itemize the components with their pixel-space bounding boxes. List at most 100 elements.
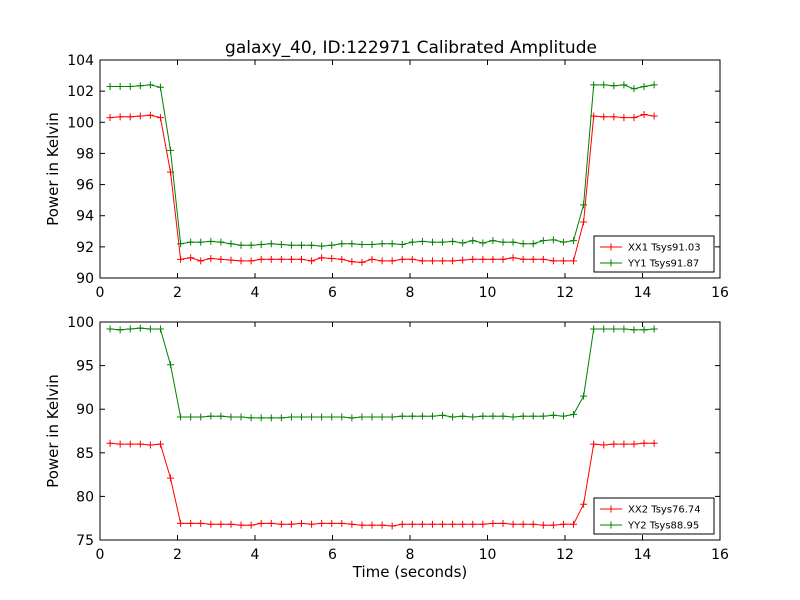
data-point-marker bbox=[479, 412, 487, 420]
x-tick-label: 12 bbox=[556, 285, 574, 301]
data-point-marker bbox=[187, 519, 195, 527]
data-point-marker bbox=[328, 241, 336, 249]
data-point-marker bbox=[499, 238, 507, 246]
legend: XX1 Tsys91.03 YY1 Tsys91.87 bbox=[593, 235, 715, 273]
data-point-marker bbox=[338, 240, 346, 248]
data-point-marker bbox=[580, 201, 588, 209]
data-point-marker bbox=[308, 257, 316, 265]
series-2 bbox=[106, 324, 658, 422]
data-point-marker bbox=[630, 326, 638, 334]
y-tick-label: 102 bbox=[67, 84, 94, 100]
y-tick-label: 96 bbox=[76, 178, 94, 194]
data-point-marker bbox=[580, 500, 588, 508]
data-point-marker bbox=[298, 255, 305, 263]
data-point-marker bbox=[439, 411, 447, 419]
data-point-marker bbox=[338, 519, 346, 527]
data-point-marker bbox=[358, 241, 366, 249]
data-point-marker bbox=[116, 113, 124, 121]
data-point-marker bbox=[418, 520, 426, 528]
data-point-marker bbox=[388, 240, 396, 248]
data-point-marker bbox=[298, 413, 305, 421]
x-tick-label: 8 bbox=[406, 547, 415, 563]
data-point-marker bbox=[459, 520, 467, 528]
data-point-marker bbox=[620, 114, 628, 122]
data-point-marker bbox=[519, 240, 527, 248]
data-point-marker bbox=[378, 257, 386, 265]
data-point-marker bbox=[570, 520, 578, 528]
data-point-marker bbox=[318, 254, 326, 262]
data-point-marker bbox=[469, 413, 477, 421]
data-point-marker bbox=[499, 255, 507, 263]
data-point-marker bbox=[277, 241, 285, 249]
data-point-marker bbox=[378, 413, 386, 421]
x-tick-label: 2 bbox=[173, 547, 182, 563]
data-point-marker bbox=[348, 258, 356, 266]
data-point-marker bbox=[298, 241, 305, 249]
y-tick-label: 90 bbox=[76, 271, 94, 287]
data-point-marker bbox=[388, 413, 396, 421]
x-tick-label: 8 bbox=[406, 285, 415, 301]
data-point-marker bbox=[257, 414, 265, 422]
data-point-marker bbox=[499, 519, 507, 527]
data-point-marker bbox=[459, 256, 467, 264]
data-point-marker bbox=[318, 519, 326, 527]
data-point-marker bbox=[610, 113, 618, 121]
data-point-marker bbox=[247, 414, 255, 422]
data-point-marker bbox=[529, 255, 537, 263]
data-point-marker bbox=[449, 257, 457, 265]
data-point-marker bbox=[167, 361, 175, 369]
data-point-marker bbox=[570, 257, 578, 265]
data-point-marker bbox=[116, 440, 124, 448]
data-point-marker bbox=[156, 83, 164, 91]
data-point-marker bbox=[328, 413, 336, 421]
data-point-marker bbox=[136, 82, 144, 90]
data-point-marker bbox=[197, 519, 205, 527]
data-point-marker bbox=[549, 236, 557, 244]
x-tick-label: 0 bbox=[96, 285, 105, 301]
data-point-marker bbox=[368, 241, 376, 249]
y-tick-label: 98 bbox=[76, 146, 94, 162]
data-point-marker bbox=[459, 412, 467, 420]
data-point-marker bbox=[398, 520, 406, 528]
data-point-marker bbox=[257, 519, 265, 527]
y-tick-label: 95 bbox=[76, 359, 94, 375]
data-point-marker bbox=[197, 413, 205, 421]
data-point-marker bbox=[630, 440, 638, 448]
x-tick-label: 10 bbox=[479, 547, 497, 563]
data-point-marker bbox=[187, 413, 195, 421]
data-point-marker bbox=[418, 412, 426, 420]
data-point-marker bbox=[177, 519, 185, 527]
data-point-marker bbox=[529, 412, 537, 420]
data-point-marker bbox=[116, 82, 124, 90]
data-point-marker bbox=[489, 255, 497, 263]
data-point-marker bbox=[287, 255, 295, 263]
x-tick-label: 6 bbox=[328, 285, 337, 301]
data-point-marker bbox=[620, 440, 628, 448]
data-point-marker bbox=[358, 413, 366, 421]
data-point-marker bbox=[529, 520, 537, 528]
data-point-marker bbox=[358, 521, 366, 529]
data-point-marker bbox=[650, 81, 658, 89]
data-point-marker bbox=[428, 238, 436, 246]
data-point-marker bbox=[559, 520, 567, 528]
x-tick-label: 16 bbox=[711, 285, 729, 301]
data-point-marker bbox=[156, 325, 164, 333]
data-point-marker bbox=[368, 521, 376, 529]
legend-marker bbox=[607, 521, 615, 529]
data-point-marker bbox=[479, 255, 487, 263]
data-point-marker bbox=[418, 257, 426, 265]
data-point-marker bbox=[308, 241, 316, 249]
y-tick-label: 100 bbox=[67, 115, 94, 131]
data-point-marker bbox=[257, 241, 265, 249]
data-point-marker bbox=[428, 520, 436, 528]
data-point-marker bbox=[146, 325, 154, 333]
y-tick-label: 92 bbox=[76, 240, 94, 256]
y-tick-label: 90 bbox=[76, 402, 94, 418]
data-point-marker bbox=[177, 413, 185, 421]
data-point-marker bbox=[267, 519, 275, 527]
data-point-marker bbox=[126, 325, 134, 333]
legend-label: XX1 Tsys91.03 bbox=[628, 243, 701, 254]
data-point-marker bbox=[126, 113, 134, 121]
